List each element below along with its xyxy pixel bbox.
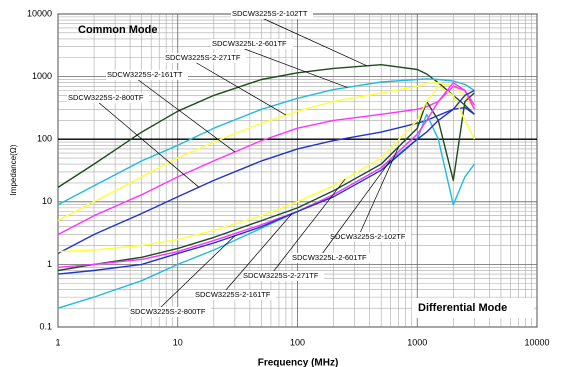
- leader-line: [97, 101, 200, 188]
- label-bg: [67, 93, 149, 103]
- y-tick-label: 1: [47, 259, 52, 269]
- label-bg: [106, 70, 188, 80]
- series-label: SDCW3225S-2-800TF: [68, 93, 144, 102]
- label-bg: [291, 253, 373, 263]
- y-tick-label: 10: [42, 196, 52, 206]
- series-label: SDCW3225S-2-102TF: [330, 232, 406, 241]
- y-tick-label: 1000: [32, 71, 52, 81]
- series-line: [57, 85, 475, 236]
- label-bg: [194, 290, 276, 300]
- leader-line: [136, 78, 236, 153]
- y-tick-label: 10000: [27, 8, 52, 18]
- x-tick-label: 100: [290, 337, 305, 347]
- differential-box: [412, 298, 534, 318]
- series-label: SDCW3225S-2-161TF: [195, 290, 271, 299]
- series-line: [57, 85, 476, 253]
- series-label: SDCW3225S-2-271TF: [165, 53, 241, 62]
- x-tick-label: 1: [55, 337, 60, 347]
- y-tick-label: 100: [37, 134, 52, 144]
- series-line: [57, 81, 476, 268]
- series-label: SDCW3225L-2-601TF: [292, 253, 367, 262]
- series-label: SDCW3225L-2-601TF: [212, 39, 287, 48]
- leader-line: [359, 146, 400, 234]
- x-tick-label: 10000: [524, 337, 549, 347]
- series-line: [57, 106, 475, 255]
- series-label: SDCW3225S-2-800TF: [130, 307, 206, 316]
- label-bg: [231, 9, 313, 19]
- series-label: SDCW3225S-2-271TF: [243, 271, 319, 280]
- series-line: [57, 89, 475, 275]
- label-bg: [129, 307, 211, 317]
- leader-line: [261, 17, 368, 67]
- label-bg: [164, 53, 246, 63]
- x-tick-label: 10: [173, 337, 183, 347]
- leader-line: [272, 178, 346, 273]
- series-line: [57, 81, 475, 222]
- leader-line: [159, 235, 236, 309]
- leader-line: [321, 160, 391, 255]
- x-axis-label: Frequency (MHz): [258, 358, 339, 367]
- series-label: SDCW3225S-2-161TT: [107, 70, 183, 79]
- label-bg: [211, 39, 293, 49]
- differential-mode-text: Differential Mode: [418, 302, 507, 314]
- series-line: [57, 78, 475, 206]
- leader-line: [224, 213, 293, 292]
- leader-line: [194, 61, 287, 116]
- series-label: SDCW3225S-2-102TT: [232, 9, 308, 18]
- y-tick-label: 0.1: [39, 321, 52, 331]
- leader-line: [241, 47, 348, 88]
- x-tick-label: 1000: [407, 337, 427, 347]
- series-line: [57, 92, 475, 272]
- label-bg: [242, 271, 324, 281]
- y-axis-label: Impedance(Ω): [9, 144, 18, 195]
- label-bg: [329, 232, 411, 242]
- common-mode-text: Common Mode: [78, 24, 157, 36]
